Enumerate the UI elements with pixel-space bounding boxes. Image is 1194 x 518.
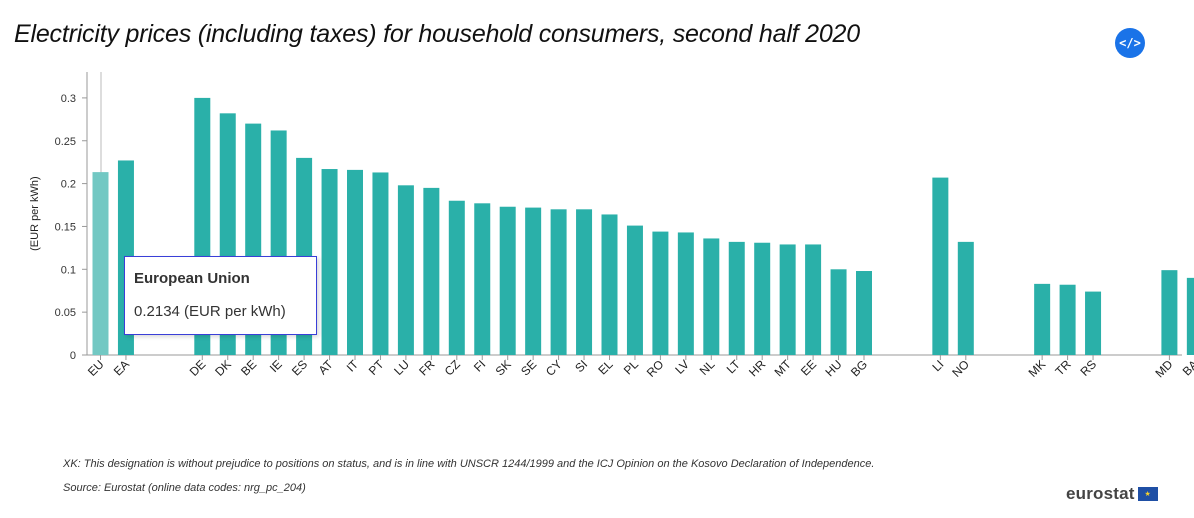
bar-pl — [626, 225, 643, 355]
x-tick-label-ee: EE — [798, 357, 819, 378]
x-tick-label-be: BE — [238, 357, 259, 378]
bar-rs — [1085, 291, 1102, 355]
x-tick-label-mk: MK — [1026, 357, 1049, 380]
x-tick-label-dk: DK — [212, 357, 234, 379]
bar-no — [957, 241, 974, 355]
bar-fi — [474, 203, 491, 355]
x-tick-label-nl: NL — [697, 357, 718, 378]
bar-hr — [754, 242, 771, 355]
x-tick-label-md: MD — [1152, 357, 1175, 380]
x-tick-label-pl: PL — [621, 357, 642, 378]
x-tick-label-rs: RS — [1077, 357, 1099, 379]
x-tick-label-si: SI — [572, 357, 590, 375]
x-tick-label-no: NO — [949, 357, 972, 380]
tooltip: European Union 0.2134 (EUR per kWh) — [124, 256, 317, 335]
x-tick-label-fr: FR — [416, 357, 437, 378]
bar-fr — [423, 187, 440, 355]
bar-li — [932, 177, 949, 355]
bar-cz — [448, 200, 465, 355]
x-tick-label-ea: EA — [111, 357, 132, 378]
x-tick-label-sk: SK — [493, 357, 514, 378]
bar-mt — [779, 244, 796, 355]
y-tick-label: 0.25 — [55, 136, 76, 148]
bar-tr — [1059, 284, 1076, 355]
bar-bg — [856, 271, 872, 355]
x-tick-label-de: DE — [187, 357, 209, 379]
bar-ba — [1186, 277, 1194, 355]
tooltip-value: 0.2134 (EUR per kWh) — [134, 303, 286, 320]
bar-pt — [372, 172, 389, 355]
x-tick-label-lu: LU — [391, 357, 412, 378]
source-note: Source: Eurostat (online data codes: nrg… — [63, 482, 306, 494]
embed-code-button[interactable]: </> — [1115, 28, 1145, 58]
eurostat-logo-text: eurostat — [1066, 484, 1135, 503]
bar-ee — [805, 244, 822, 355]
x-tick-label-pt: PT — [366, 357, 387, 378]
chart-title: Electricity prices (including taxes) for… — [14, 20, 860, 48]
footnote: XK: This designation is without prejudic… — [63, 458, 875, 470]
eurostat-logo[interactable]: eurostat ★ — [1066, 484, 1158, 504]
y-tick-label: 0.3 — [61, 93, 76, 105]
bar-chart: 0 0.05 0.1 0.15 0.2 0.25 0.3 (EUR per kWh) EU EA D… — [29, 72, 1194, 380]
x-tick-label-cy: CY — [543, 357, 565, 379]
x-tick-label-at: AT — [316, 357, 337, 378]
bar-eu — [92, 172, 109, 355]
x-tick-label-hr: HR — [746, 357, 768, 379]
x-tick-label-cz: CZ — [442, 357, 463, 378]
x-tick-label-el: EL — [595, 357, 616, 378]
tooltip-title: European Union — [134, 270, 250, 287]
x-tick-label-se: SE — [518, 357, 539, 378]
bar-sk — [499, 206, 516, 355]
bar-mk — [1034, 283, 1051, 355]
x-tick-label-bg: BG — [848, 357, 870, 379]
x-tick-label-es: ES — [289, 357, 310, 378]
bar-hu — [830, 269, 847, 355]
x-tick-label-eu: EU — [85, 357, 107, 379]
y-tick-label: 0.05 — [55, 307, 76, 319]
x-tick-label-lt: LT — [724, 357, 744, 377]
bar-lv — [677, 232, 694, 355]
x-tick-label-li: LI — [929, 357, 946, 374]
y-tick-label: 0.1 — [61, 264, 76, 276]
eu-flag-icon: ★ — [1137, 487, 1158, 501]
x-tick-label-hu: HU — [823, 357, 845, 379]
x-tick-label-ba: BA — [1180, 357, 1194, 378]
bar-ro — [652, 231, 669, 355]
bar-lu — [397, 185, 414, 355]
x-tick-label-mt: MT — [772, 357, 795, 380]
x-tick-label-ro: RO — [644, 357, 667, 380]
y-tick-label: 0.2 — [61, 179, 76, 191]
x-tick-label-it: IT — [344, 357, 362, 375]
y-tick-label: 0.15 — [55, 221, 76, 233]
bar-lt — [728, 241, 745, 355]
bar-at — [321, 169, 338, 355]
y-axis-label: (EUR per kWh) — [29, 176, 41, 251]
x-tick-label-fi: FI — [471, 357, 488, 374]
bar-cy — [550, 209, 567, 355]
bar-si — [576, 209, 593, 355]
y-tick-label: 0 — [70, 350, 76, 362]
bar-nl — [703, 238, 720, 355]
bar-el — [601, 214, 618, 355]
x-tick-label-lv: LV — [672, 357, 692, 377]
x-tick-label-ie: IE — [267, 357, 285, 375]
bar-se — [525, 207, 542, 355]
x-tick-label-tr: TR — [1053, 357, 1074, 378]
bar-it — [347, 169, 363, 355]
bar-md — [1161, 270, 1178, 355]
